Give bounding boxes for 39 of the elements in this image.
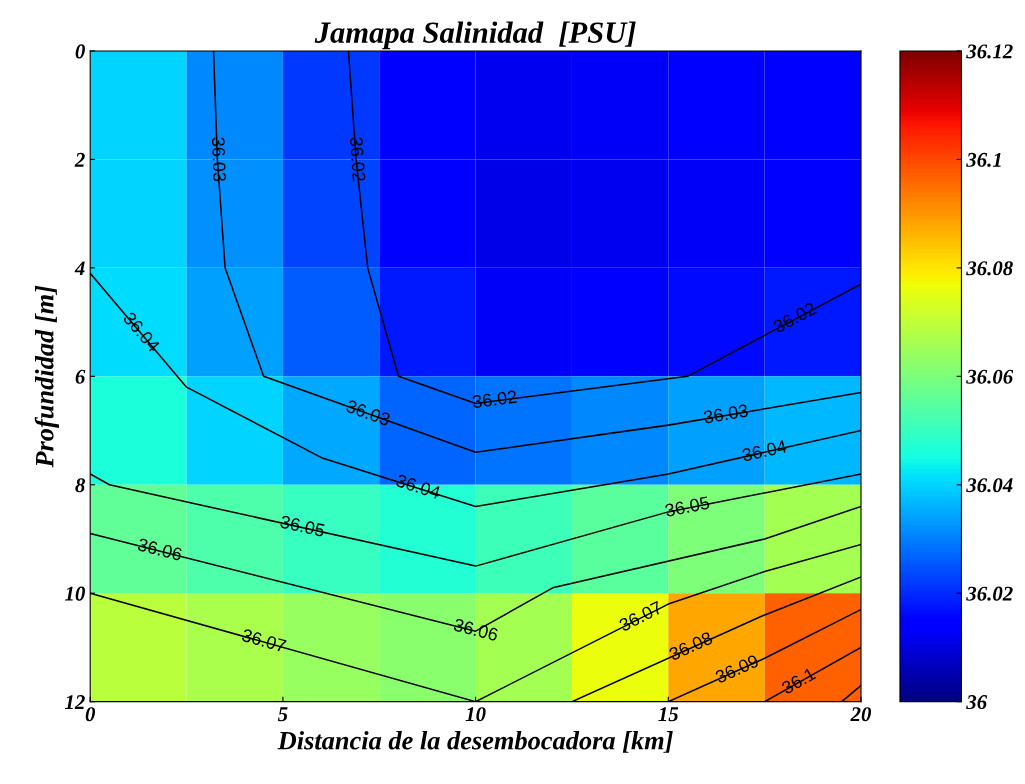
y-tick-label: 8 — [75, 478, 86, 493]
annotation: 36.02 — [472, 390, 517, 409]
y-tick-label: 0 — [75, 44, 85, 59]
chart-title: Jamapa Salinidad [PSU] — [314, 21, 636, 50]
color-bar-label: 36.1 — [966, 152, 1001, 167]
x-tick-label: 0 — [85, 707, 96, 722]
annotation: 36.02 — [772, 301, 817, 334]
y-tick-label: 6 — [75, 369, 86, 384]
x-tick-label: 5 — [277, 707, 288, 722]
annotation: 36.07 — [618, 600, 663, 632]
annotation: 36.06 — [453, 618, 499, 642]
annotation: 36.09 — [714, 654, 760, 684]
annotation: 36.07 — [241, 628, 287, 653]
x-tick-label: 15 — [658, 707, 679, 722]
y-tick-label: 2 — [74, 152, 85, 167]
x-tick-label: 20 — [850, 707, 872, 722]
annotation: 36.03 — [703, 403, 749, 424]
color-bar-label: 36.08 — [966, 261, 1013, 276]
annotation: 36.03 — [211, 137, 227, 182]
color-bar-label: 36.12 — [966, 44, 1013, 59]
annotation: 36.04 — [741, 439, 788, 462]
y-tick-label: 4 — [74, 261, 85, 276]
x-tick-label: 10 — [465, 707, 486, 722]
annotation: 36.05 — [664, 496, 710, 518]
annotation: 36.1 — [780, 667, 817, 695]
x-axis-title: Distancia de la desembocadora [km] — [277, 730, 673, 753]
y-tick-label: 10 — [64, 586, 85, 601]
annotation: 36.08 — [668, 631, 714, 661]
y-axis-title: Profundidad [m] — [34, 285, 59, 468]
color-bar-label: 36.02 — [966, 586, 1013, 601]
color-bar-label: 36.06 — [966, 369, 1014, 384]
annotation: 36.06 — [137, 537, 183, 561]
y-tick-label: 12 — [64, 695, 85, 709]
color-bar-label: 36 — [966, 695, 988, 710]
annotation: 36.04 — [395, 473, 442, 500]
annotation: 36.03 — [345, 399, 391, 427]
annotation: 36.05 — [279, 515, 326, 538]
color-bar-label: 36.04 — [966, 478, 1013, 493]
annotation: 36.02 — [349, 137, 366, 182]
